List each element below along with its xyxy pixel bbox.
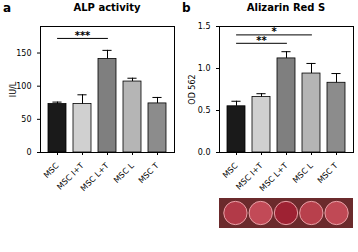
svg-text:0: 0 (26, 148, 31, 157)
html-text:ALP activity: ALP activity (73, 2, 141, 13)
svg-text:MSC I+T: MSC I+T (55, 161, 86, 192)
svg-text:MSC L+T: MSC L+T (79, 161, 111, 193)
svg-text:MSC I+T: MSC I+T (234, 161, 265, 192)
svg-text:100: 100 (16, 82, 31, 91)
svg-text:50: 50 (21, 115, 31, 124)
svg-text:1.0: 1.0 (198, 64, 211, 73)
svg-text:MSC T: MSC T (316, 161, 340, 185)
svg-text:1.5: 1.5 (198, 22, 211, 31)
html-text:a: a (3, 1, 12, 15)
html-text:Alizarin Red S: Alizarin Red S (246, 2, 326, 13)
svg-text:MSC L: MSC L (112, 161, 136, 185)
svg-text:150: 150 (16, 49, 31, 58)
svg-text:0.5: 0.5 (198, 106, 211, 115)
svg-text:MSC T: MSC T (137, 161, 161, 185)
svg-text:MSC L+T: MSC L+T (258, 161, 290, 193)
svg-text:0.0: 0.0 (198, 148, 211, 157)
svg-text:MSC L: MSC L (291, 161, 315, 185)
svg-text:***: *** (75, 30, 91, 41)
svg-text:MSC: MSC (42, 161, 61, 180)
svg-text:IU/L: IU/L (9, 81, 18, 97)
html-text:b: b (182, 1, 191, 15)
svg-text:*: * (272, 26, 278, 37)
svg-text:MSC: MSC (221, 161, 240, 180)
svg-text:**: ** (256, 35, 267, 46)
svg-text:OD 562: OD 562 (188, 74, 197, 104)
